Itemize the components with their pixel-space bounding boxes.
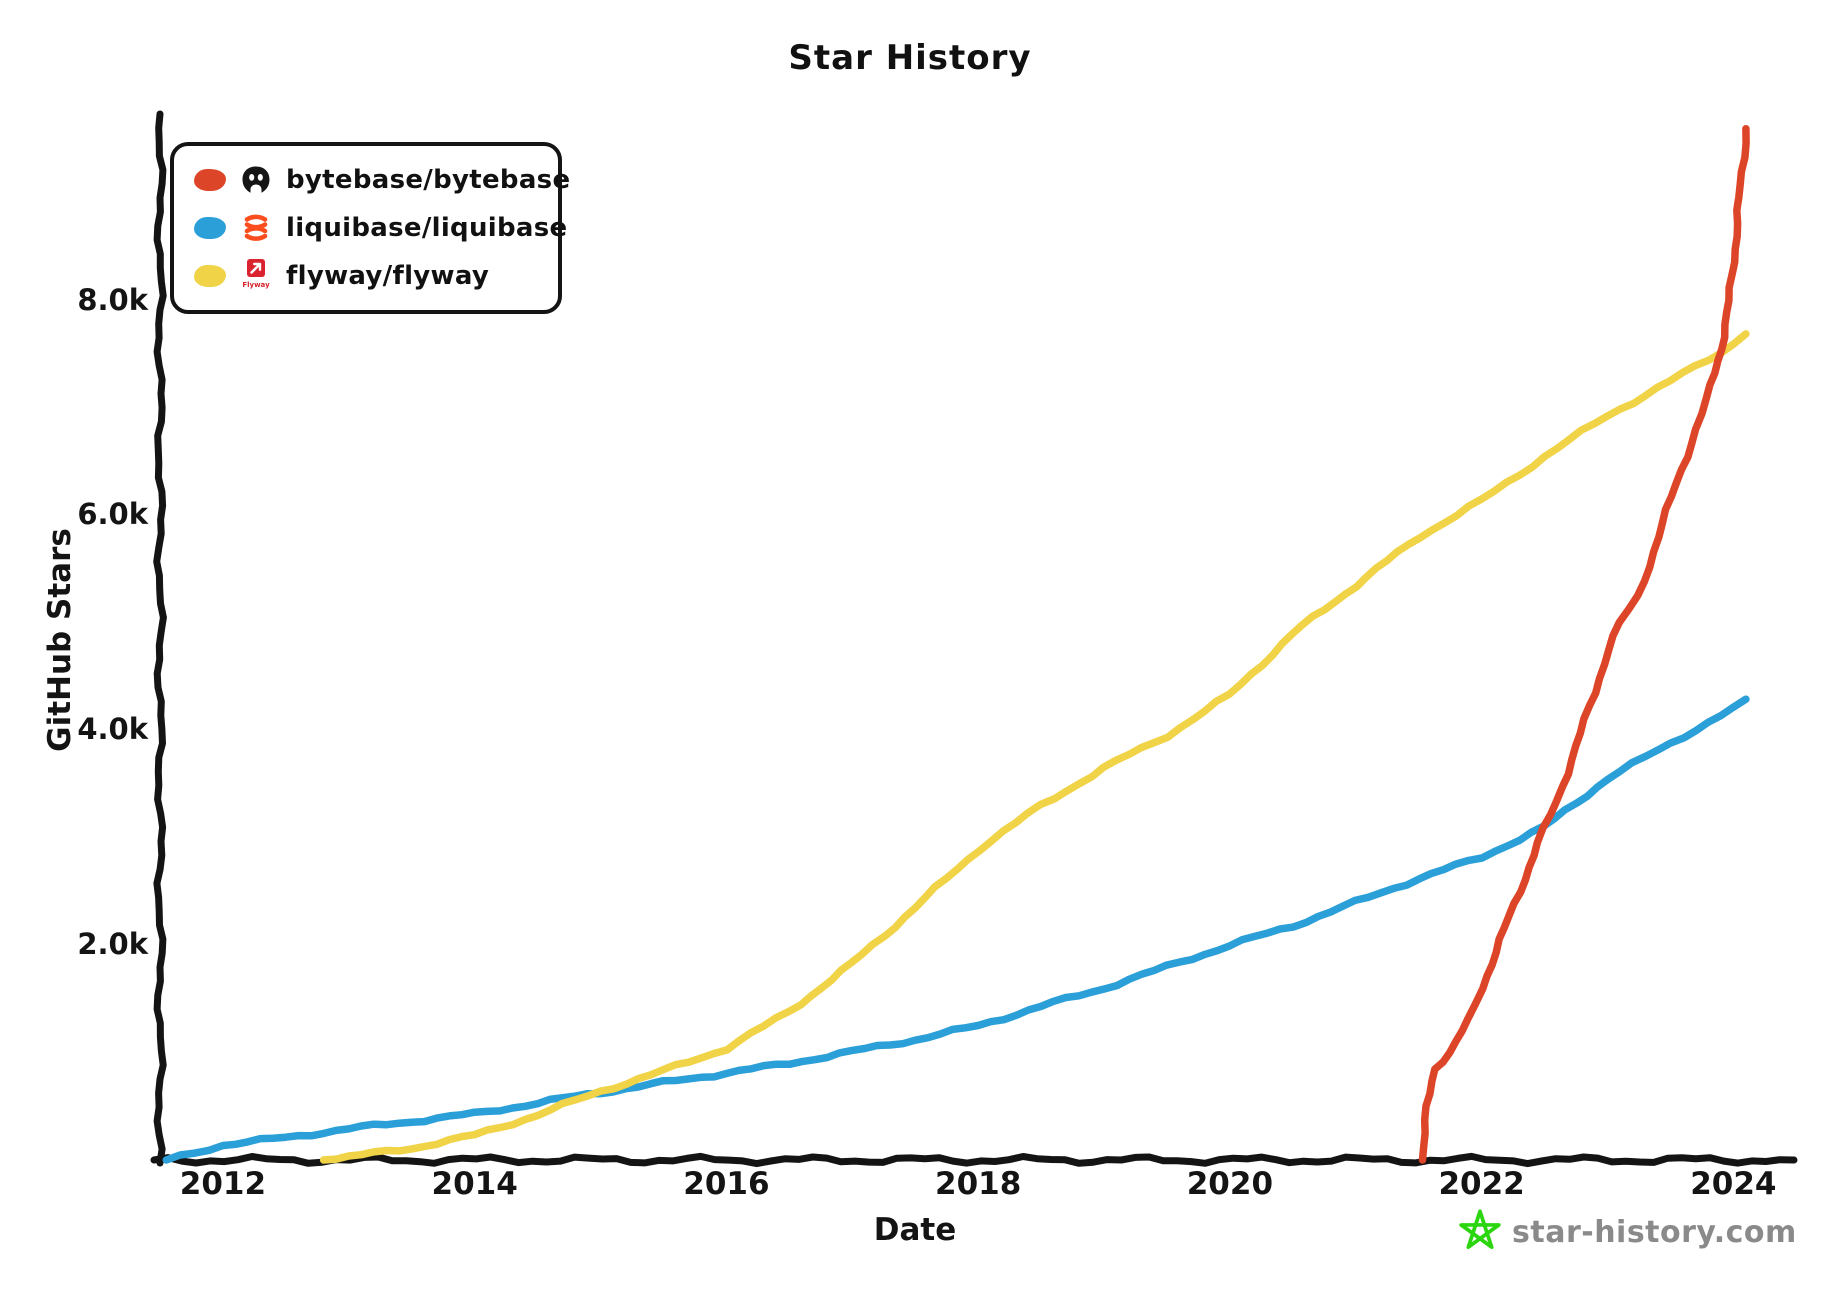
legend-color-swatch bbox=[194, 217, 226, 239]
x-tick-label: 2014 bbox=[431, 1166, 518, 1202]
legend: bytebase/bytebase liquibase/liquibase bbox=[170, 142, 570, 314]
y-axis-line bbox=[153, 110, 167, 1167]
series-line-liquibase/liquibase bbox=[162, 695, 1750, 1164]
footer-branding: star-history.com bbox=[1458, 1208, 1797, 1256]
x-tick-label: 2012 bbox=[179, 1166, 267, 1202]
y-tick-label: 8.0k bbox=[77, 282, 148, 317]
legend-color-swatch bbox=[194, 169, 226, 191]
x-tick-label: 2016 bbox=[683, 1166, 770, 1202]
y-tick-label: 4.0k bbox=[77, 712, 148, 747]
series-line-flyway/flyway bbox=[319, 330, 1750, 1164]
legend-item: Flyway flyway/flyway bbox=[194, 254, 540, 298]
x-axis-title: Date bbox=[873, 1212, 957, 1248]
legend-item-label: flyway/flyway bbox=[286, 261, 490, 291]
x-tick-label: 2022 bbox=[1438, 1166, 1525, 1202]
flyway-icon-caption: Flyway bbox=[242, 281, 270, 289]
x-tick-label: 2018 bbox=[935, 1166, 1022, 1202]
y-tick-label: 6.0k bbox=[77, 497, 148, 532]
bytebase-logo-icon bbox=[239, 160, 273, 200]
x-axis-line bbox=[150, 1152, 1798, 1168]
chart-title: Star History bbox=[788, 38, 1032, 78]
star-history-logo-icon bbox=[1458, 1208, 1502, 1256]
x-tick-label: 2020 bbox=[1186, 1166, 1274, 1202]
liquibase-logo-icon bbox=[239, 208, 273, 248]
x-tick-label: 2024 bbox=[1690, 1166, 1777, 1202]
footer-site-text: star-history.com bbox=[1512, 1214, 1797, 1250]
legend-item: liquibase/liquibase bbox=[194, 206, 567, 250]
legend-item: bytebase/bytebase bbox=[194, 158, 570, 202]
legend-color-swatch bbox=[194, 265, 226, 287]
legend-item-label: liquibase/liquibase bbox=[286, 213, 568, 243]
flyway-logo-icon: Flyway bbox=[239, 256, 273, 296]
series-line-bytebase/bytebase bbox=[1418, 124, 1750, 1164]
y-tick-label: 2.0k bbox=[77, 927, 148, 962]
y-axis-title: GitHub Stars bbox=[42, 528, 78, 752]
legend-item-label: bytebase/bytebase bbox=[286, 165, 571, 195]
